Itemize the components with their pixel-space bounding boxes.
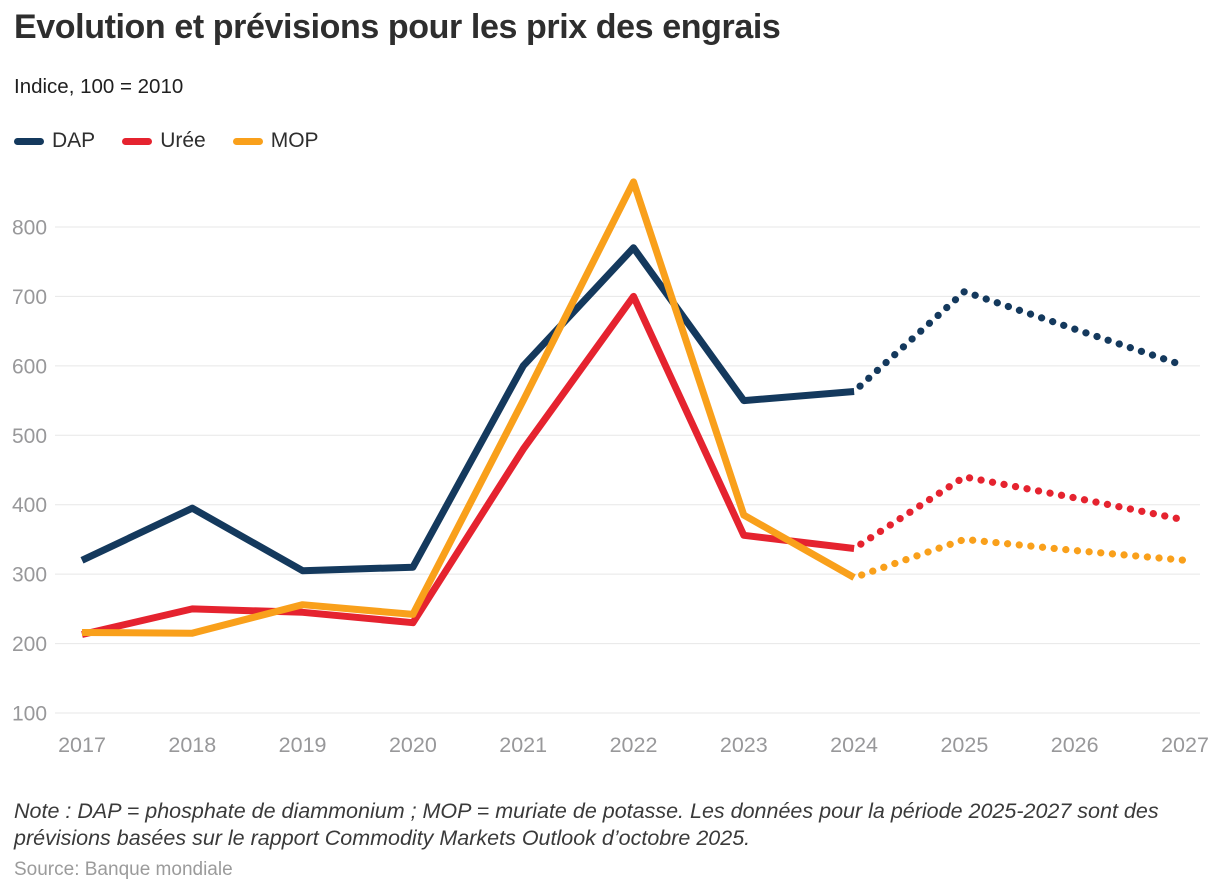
y-axis-label: 700 [12,286,47,309]
series-line-MOP [81,178,856,637]
x-axis-label: 2019 [279,733,327,757]
price-index-line-chart: 100 200 300 400 500 600 700 800 2017 2018 2019 2020… [12,178,1209,757]
y-axis-label: 400 [12,494,47,517]
x-axis-label: 2023 [720,733,768,757]
series-line-DAP [80,244,855,575]
x-axis-label: 2017 [58,733,106,757]
y-axis-label: 800 [12,217,47,240]
legend-label-mop: MOP [270,129,319,152]
x-axis-label: 2026 [1051,733,1099,757]
legend-swatch-uree [122,137,153,145]
series-forecast-line-MOP [850,535,1189,582]
series-forecast-line-DAP [850,288,1189,396]
x-axis-label: 2024 [830,733,878,757]
chart-note: Note : DAP = phosphate de diammonium ; M… [14,799,1159,851]
legend-swatch-dap [14,137,44,145]
y-axis-label: 200 [12,633,47,656]
x-axis-label: 2020 [389,733,437,757]
x-axis-label: 2022 [610,733,658,757]
series-forecast-line-Urée [850,473,1189,553]
y-axis-label: 100 [12,703,47,726]
legend-label-dap: DAP [52,129,96,152]
legend-label-uree: Urée [160,129,206,152]
y-axis-label: 500 [12,425,47,448]
x-axis-label: 2018 [168,733,216,757]
y-axis-label: 600 [12,355,47,378]
chart-legend: DAP Urée MOP [14,129,319,153]
x-axis-label: 2027 [1161,733,1209,757]
x-axis-label: 2025 [940,733,988,757]
series-line-Urée [81,292,855,638]
y-axis-label: 300 [12,564,47,587]
legend-item-uree: Urée [122,129,206,153]
x-axis-label: 2021 [499,733,547,757]
chart-source: Source: Banque mondiale [14,859,233,880]
chart-subtitle: Indice, 100 = 2010 [14,75,184,98]
page-title: Evolution et prévisions pour les prix de… [14,8,781,46]
legend-swatch-mop [232,137,263,145]
chart-area: 100 200 300 400 500 600 700 800 2017 2018 2019 2020… [0,163,1220,775]
legend-item-mop: MOP [232,129,319,153]
legend-item-dap: DAP [14,129,95,153]
